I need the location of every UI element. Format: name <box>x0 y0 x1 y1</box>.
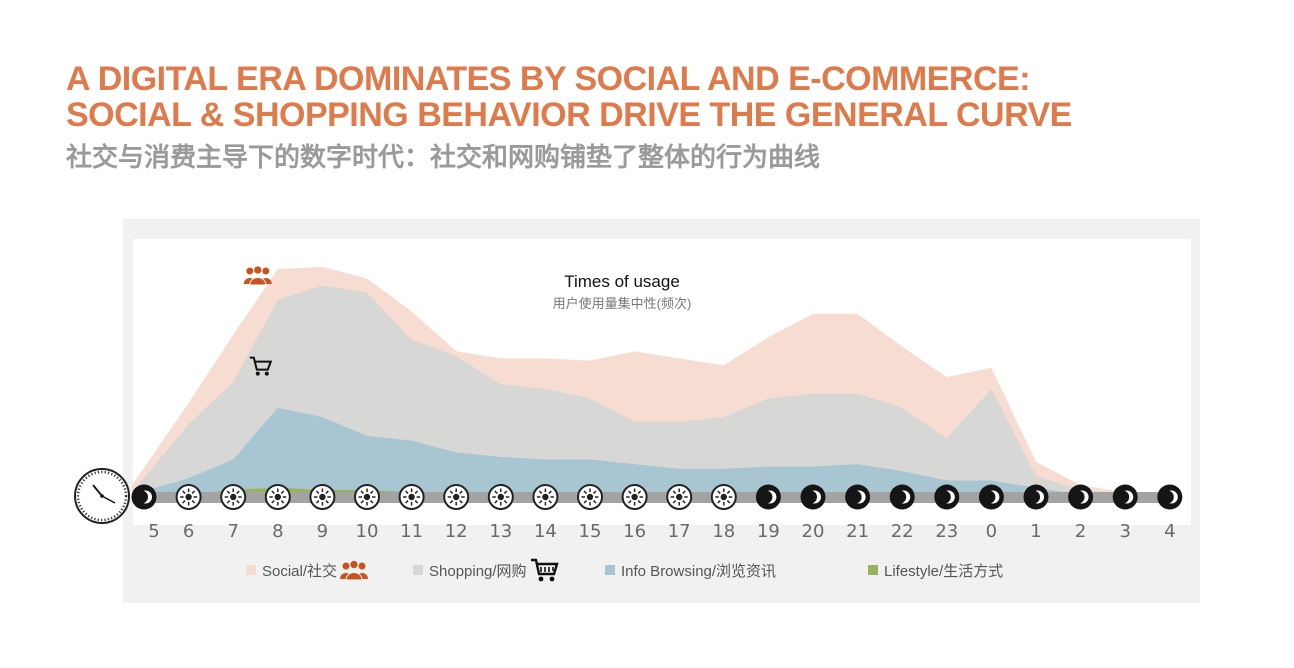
page-title-line-1: A DIGITAL ERA DOMINATES BY SOCIAL AND E-… <box>66 60 1031 98</box>
legend-item-info: Info Browsing/浏览资讯 <box>605 558 776 582</box>
sun-icon <box>309 484 336 510</box>
legend-label-info: Info Browsing/浏览资讯 <box>621 562 777 580</box>
legend-label-social: Social/社交 <box>262 562 338 580</box>
clock-icon <box>74 468 130 524</box>
x-tick-label: 2 <box>1075 521 1086 542</box>
sun-icon <box>354 484 380 510</box>
sun-icon <box>487 484 514 510</box>
x-tick-label: 0 <box>986 521 997 542</box>
moon-icon <box>1112 484 1138 510</box>
legend-item-shopping: Shopping/网购 <box>413 558 559 582</box>
x-tick-label: 1 <box>1030 521 1041 542</box>
legend-label-lifestyle: Lifestyle/生活方式 <box>884 562 1004 580</box>
chart-subtitle: 用户使用量集中性(频次) <box>552 296 692 311</box>
x-tick-label: 10 <box>356 521 379 542</box>
sun-icon <box>710 484 737 510</box>
x-tick-label: 18 <box>712 521 735 542</box>
x-tick-label: 14 <box>534 521 557 542</box>
page-title-line-2: SOCIAL & SHOPPING BEHAVIOR DRIVE THE GEN… <box>66 96 1072 134</box>
area-info <box>132 407 1170 497</box>
x-tick-label: 7 <box>227 521 238 542</box>
legend-swatch-shopping <box>413 565 423 575</box>
people-icon <box>340 559 369 581</box>
legend-label-shopping: Shopping/网购 <box>429 562 527 580</box>
legend-swatch-social <box>246 565 256 575</box>
timeline-bar <box>140 492 1176 503</box>
x-tick-label: 11 <box>400 521 423 542</box>
moon-icon <box>889 484 915 510</box>
legend-swatch-lifestyle <box>868 565 878 575</box>
sun-icon <box>666 484 693 510</box>
people-icon <box>243 265 272 286</box>
x-tick-label: 4 <box>1164 521 1175 542</box>
x-tick-label: 16 <box>623 521 646 542</box>
moon-icon <box>131 484 157 510</box>
moon-icon <box>1023 484 1049 510</box>
sun-icon <box>532 484 559 510</box>
moon-icon <box>1068 484 1094 510</box>
sun-icon <box>175 484 202 510</box>
sun-icon <box>264 484 291 510</box>
x-tick-label: 8 <box>272 521 283 542</box>
x-tick-label: 12 <box>445 521 468 542</box>
x-tick-label: 21 <box>846 521 869 542</box>
legend-item-lifestyle: Lifestyle/生活方式 <box>868 558 1003 582</box>
x-tick-label: 9 <box>317 521 328 542</box>
legend-item-social: Social/社交 <box>246 558 369 582</box>
moon-icon <box>934 484 960 510</box>
moon-icon <box>800 484 826 510</box>
sun-icon <box>443 484 470 510</box>
moon-icon <box>1157 484 1183 510</box>
x-tick-label: 6 <box>183 521 194 542</box>
sun-icon <box>577 484 603 510</box>
x-tick-label: 20 <box>802 521 825 542</box>
x-tick-label: 17 <box>668 521 691 542</box>
x-tick-label: 22 <box>891 521 914 542</box>
x-tick-label: 5 <box>148 521 159 542</box>
page-subtitle: 社交与消费主导下的数字时代：社交和网购铺垫了整体的行为曲线 <box>66 142 821 172</box>
x-tick-label: 19 <box>757 521 780 542</box>
chart-title: Times of usage <box>564 272 680 291</box>
x-tick-label: 15 <box>579 521 602 542</box>
sun-icon <box>621 484 648 510</box>
sun-icon <box>398 484 425 510</box>
moon-icon <box>755 484 781 510</box>
cart-icon <box>530 558 559 582</box>
cart-icon <box>249 356 273 376</box>
x-tick-label: 23 <box>935 521 958 542</box>
moon-icon <box>978 484 1004 510</box>
sun-icon <box>220 484 247 510</box>
moon-icon <box>845 484 871 510</box>
x-tick-label: 3 <box>1119 521 1130 542</box>
x-tick-label: 13 <box>489 521 512 542</box>
legend-swatch-info <box>605 565 615 575</box>
